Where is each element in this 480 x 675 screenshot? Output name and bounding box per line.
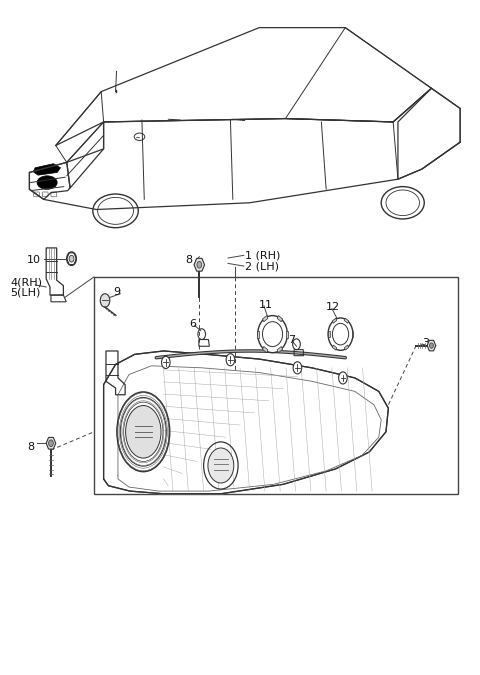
Polygon shape (351, 331, 353, 337)
Text: 3: 3 (422, 338, 429, 348)
Polygon shape (194, 259, 204, 271)
Circle shape (100, 294, 110, 307)
Polygon shape (427, 340, 436, 351)
Text: 8: 8 (185, 255, 192, 265)
Circle shape (161, 356, 170, 369)
Text: 1 (RH): 1 (RH) (245, 250, 280, 261)
Circle shape (197, 261, 202, 268)
Text: 10: 10 (27, 255, 41, 265)
Text: 2 (LH): 2 (LH) (245, 261, 279, 271)
Ellipse shape (208, 448, 234, 483)
Polygon shape (332, 318, 336, 323)
Text: 9: 9 (113, 287, 120, 297)
Circle shape (69, 255, 74, 262)
Ellipse shape (37, 176, 57, 189)
Polygon shape (104, 351, 388, 494)
Circle shape (338, 372, 347, 384)
Polygon shape (263, 346, 268, 353)
Polygon shape (344, 345, 348, 350)
Polygon shape (277, 315, 283, 322)
Ellipse shape (258, 316, 288, 352)
Polygon shape (286, 331, 288, 338)
Polygon shape (327, 331, 329, 337)
Polygon shape (344, 318, 348, 323)
Ellipse shape (126, 406, 161, 458)
Text: 11: 11 (259, 300, 273, 310)
Polygon shape (332, 345, 336, 350)
Text: 12: 12 (326, 302, 340, 313)
Polygon shape (263, 315, 268, 322)
Text: 6: 6 (190, 319, 197, 329)
Circle shape (293, 362, 302, 374)
Text: 7: 7 (288, 335, 295, 345)
Polygon shape (46, 437, 56, 449)
Ellipse shape (332, 323, 348, 345)
Circle shape (226, 354, 235, 366)
Circle shape (48, 440, 53, 447)
Text: 8: 8 (27, 441, 34, 452)
Polygon shape (257, 331, 259, 338)
Polygon shape (277, 346, 283, 353)
Circle shape (67, 252, 76, 265)
Ellipse shape (328, 318, 353, 350)
Circle shape (430, 343, 433, 348)
Text: 4(RH): 4(RH) (10, 277, 42, 288)
Polygon shape (33, 164, 60, 175)
Ellipse shape (263, 322, 283, 346)
Bar (94, 277, 458, 494)
Text: 5(LH): 5(LH) (10, 288, 41, 298)
